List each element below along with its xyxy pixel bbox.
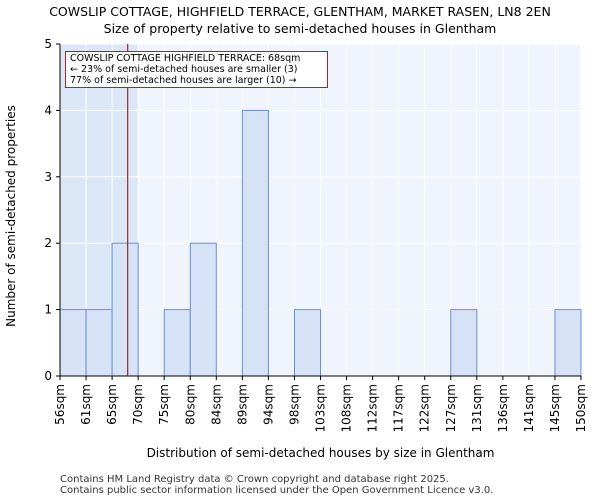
bar — [111, 242, 139, 377]
x-tick-label: 108sqm — [340, 384, 354, 432]
x-tick-label: 56sqm — [53, 384, 67, 425]
x-tick-label: 150sqm — [574, 384, 588, 432]
x-tick-label: 103sqm — [314, 384, 328, 432]
y-tick-label: 2 — [44, 236, 52, 250]
y-axis-label: Number of semi-detached properties — [4, 105, 18, 327]
x-tick-label: 98sqm — [287, 384, 301, 425]
x-tick-label: 127sqm — [444, 384, 458, 432]
x-tick-label: 75sqm — [157, 384, 171, 425]
x-tick-label: 131sqm — [470, 384, 484, 432]
bar — [450, 309, 478, 377]
y-tick-label: 4 — [44, 103, 52, 117]
bar — [85, 309, 113, 377]
annotation-line-3: 77% of semi-detached houses are larger (… — [70, 75, 297, 86]
x-tick-label: 136sqm — [496, 384, 510, 432]
chart-subtitle: Size of property relative to semi-detach… — [103, 21, 497, 36]
x-tick-label: 89sqm — [235, 384, 249, 425]
chart-title: COWSLIP COTTAGE, HIGHFIELD TERRACE, GLEN… — [49, 4, 551, 19]
x-tick-label: 141sqm — [522, 384, 536, 432]
x-tick-label: 61sqm — [79, 384, 93, 425]
bar — [189, 242, 217, 377]
x-tick-label: 84sqm — [209, 384, 223, 425]
property-annotation-box: COWSLIP COTTAGE HIGHFIELD TERRACE: 68sqm… — [65, 51, 328, 88]
x-tick-label: 94sqm — [261, 384, 275, 425]
x-tick-label: 65sqm — [105, 384, 119, 425]
y-tick-label: 0 — [44, 369, 52, 383]
x-tick-label: 145sqm — [548, 384, 562, 432]
annotation-line-1: COWSLIP COTTAGE HIGHFIELD TERRACE: 68sqm — [70, 53, 301, 64]
footer-copyright: Contains HM Land Registry data © Crown c… — [60, 474, 449, 485]
bar — [59, 309, 87, 377]
bar — [554, 309, 582, 377]
y-tick-label: 5 — [44, 37, 52, 51]
x-tick-label: 112sqm — [366, 384, 380, 432]
x-tick-label: 117sqm — [392, 384, 406, 432]
x-axis-label: Distribution of semi-detached houses by … — [146, 446, 495, 460]
bar — [163, 309, 191, 377]
x-tick-label: 70sqm — [131, 384, 145, 425]
x-tick-label: 80sqm — [183, 384, 197, 425]
x-tick-label: 122sqm — [418, 384, 432, 432]
footer-licence: Contains public sector information licen… — [60, 485, 494, 496]
annotation-line-2: ← 23% of semi-detached houses are smalle… — [70, 64, 298, 75]
y-tick-label: 3 — [44, 170, 52, 184]
bar — [293, 309, 322, 377]
bar — [241, 109, 269, 377]
y-tick-label: 1 — [44, 303, 52, 317]
